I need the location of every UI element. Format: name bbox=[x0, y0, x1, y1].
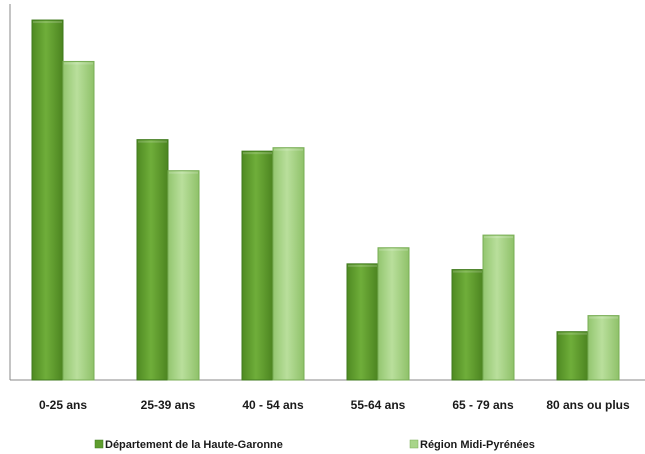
bar-highlight-midi-pyrenees-5 bbox=[484, 236, 513, 239]
x-tick-label-5: 65 - 79 ans bbox=[452, 398, 514, 412]
bar-haute-garonne-6 bbox=[556, 331, 589, 381]
bar-haute-garonne-2 bbox=[136, 139, 169, 381]
bars bbox=[31, 19, 620, 381]
bar-haute-garonne-5 bbox=[451, 269, 484, 381]
bar-haute-garonne-1 bbox=[31, 19, 64, 381]
bar-haute-garonne-4 bbox=[346, 263, 379, 381]
bar-highlight-haute-garonne-5 bbox=[453, 270, 482, 273]
legend-swatch-haute-garonne bbox=[94, 439, 104, 449]
bar-haute-garonne-3 bbox=[241, 150, 274, 381]
bar-highlight-haute-garonne-6 bbox=[558, 332, 587, 335]
x-tick-label-1: 0-25 ans bbox=[39, 398, 87, 412]
x-tick-label-3: 40 - 54 ans bbox=[242, 398, 304, 412]
bar-highlight-midi-pyrenees-4 bbox=[379, 248, 408, 251]
axes bbox=[9, 4, 645, 381]
bar-highlight-midi-pyrenees-6 bbox=[589, 316, 618, 319]
bar-highlight-midi-pyrenees-2 bbox=[169, 171, 198, 174]
bar-highlight-midi-pyrenees-1 bbox=[64, 62, 93, 65]
bar-midi-pyrenees-2 bbox=[167, 170, 200, 381]
bar-midi-pyrenees-5 bbox=[482, 234, 515, 381]
bar-highlight-haute-garonne-1 bbox=[33, 21, 62, 24]
x-tick-labels: 0-25 ans 25-39 ans 40 - 54 ans 55-64 ans 65 … bbox=[39, 398, 630, 412]
bar-highlight-haute-garonne-2 bbox=[138, 140, 167, 143]
x-tick-label-4: 55-64 ans bbox=[351, 398, 406, 412]
x-tick-label-6: 80 ans ou plus bbox=[546, 398, 630, 412]
legend-swatch-midi-pyrenees bbox=[409, 439, 419, 449]
legend-label-midi-pyrenees: Région Midi-Pyrénées bbox=[420, 439, 535, 451]
legend: Département de la Haute-Garonne Région Mi… bbox=[94, 439, 535, 451]
bar-midi-pyrenees-6 bbox=[587, 315, 620, 381]
bar-highlight-haute-garonne-4 bbox=[348, 264, 377, 267]
bar-midi-pyrenees-4 bbox=[377, 247, 410, 381]
legend-label-haute-garonne: Département de la Haute-Garonne bbox=[105, 439, 283, 451]
bar-highlight-midi-pyrenees-3 bbox=[274, 148, 303, 151]
bar-midi-pyrenees-1 bbox=[62, 60, 95, 381]
bar-midi-pyrenees-3 bbox=[272, 147, 305, 381]
bar-highlight-haute-garonne-3 bbox=[243, 152, 272, 155]
x-tick-label-2: 25-39 ans bbox=[141, 398, 196, 412]
